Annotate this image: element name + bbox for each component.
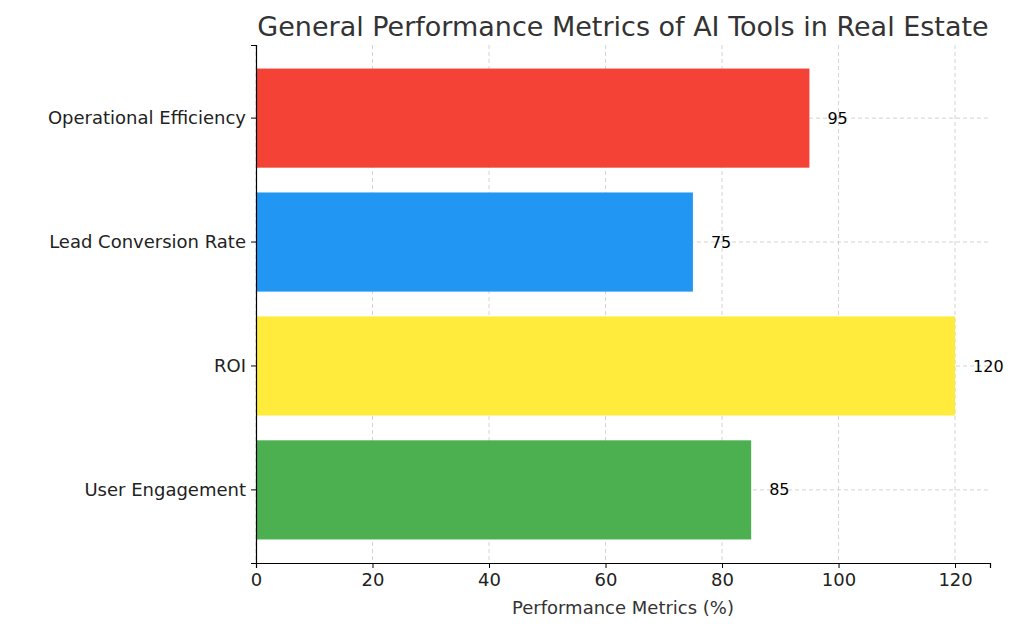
data-label: 120 <box>973 357 1004 376</box>
y-tick-mark <box>251 118 256 119</box>
data-label: 85 <box>769 480 789 499</box>
y-tick: Lead Conversion Rate <box>49 231 256 252</box>
x-tick-mark <box>373 563 374 568</box>
x-tick-mark <box>839 563 840 568</box>
y-tick-label: Lead Conversion Rate <box>49 231 246 252</box>
x-tick: 80 <box>711 563 734 590</box>
y-tick-label: User Engagement <box>84 479 246 500</box>
chart-svg: 85 120 75 95 0 20 40 60 80 100 120 User Engagement R… <box>0 0 1024 632</box>
x-tick-label: 0 <box>251 569 262 590</box>
data-label: 75 <box>711 233 731 252</box>
x-tick: 60 <box>595 563 618 590</box>
grid <box>256 45 990 563</box>
x-tick-label: 100 <box>822 569 856 590</box>
x-tick-mark <box>955 563 956 568</box>
x-tick-mark <box>606 563 607 568</box>
chart-container: 85 120 75 95 0 20 40 60 80 100 120 User Engagement R… <box>0 0 1024 632</box>
x-tick-label: 60 <box>595 569 618 590</box>
y-axis: User Engagement ROI Lead Conversion Rate Op… <box>48 46 257 564</box>
y-tick: ROI <box>214 355 256 376</box>
x-tick-label: 20 <box>362 569 385 590</box>
y-tick-mark <box>251 365 256 366</box>
y-axis-line <box>251 46 257 564</box>
y-tick-label: Operational Efficiency <box>48 107 246 128</box>
x-tick-mark <box>722 563 723 568</box>
x-tick-label: 40 <box>478 569 501 590</box>
x-tick: 20 <box>362 563 385 590</box>
x-tick: 40 <box>478 563 501 590</box>
x-tick-label: 80 <box>711 569 734 590</box>
x-axis: 0 20 40 60 80 100 120 <box>251 563 991 590</box>
x-tick-mark <box>489 563 490 568</box>
x-tick: 100 <box>822 563 856 590</box>
bar <box>256 440 751 539</box>
y-tick: Operational Efficiency <box>48 107 256 128</box>
x-axis-line <box>257 564 991 569</box>
bar <box>256 192 693 291</box>
y-tick-mark <box>251 242 256 243</box>
data-label: 95 <box>827 109 847 128</box>
chart-title: General Performance Metrics of AI Tools … <box>257 11 988 42</box>
y-tick: User Engagement <box>84 479 256 500</box>
y-tick-mark <box>251 489 256 490</box>
x-tick: 0 <box>251 563 262 590</box>
x-tick: 120 <box>938 563 972 590</box>
y-tick-label: ROI <box>214 355 246 376</box>
data-labels: 85 120 75 95 <box>711 109 1004 500</box>
bar <box>256 316 955 415</box>
plot: 85 120 75 95 0 20 40 60 80 100 120 User Engagement R… <box>48 45 1004 590</box>
bars <box>256 69 955 540</box>
bar <box>256 69 809 168</box>
x-tick-label: 120 <box>938 569 972 590</box>
x-axis-title: Performance Metrics (%) <box>512 597 734 618</box>
grid-line-x <box>955 45 956 563</box>
